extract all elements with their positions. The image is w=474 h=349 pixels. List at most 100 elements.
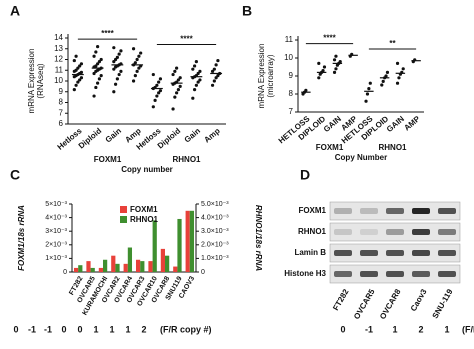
bar (165, 255, 170, 272)
data-point (78, 64, 82, 68)
data-point (157, 80, 161, 84)
data-point (338, 60, 342, 64)
blot-band (386, 271, 404, 277)
y-tick-label: 10 (54, 76, 63, 85)
data-point (210, 69, 215, 73)
y2-tick-label: 1.0×10⁻³ (201, 255, 229, 262)
data-point (334, 67, 338, 71)
copy-number: -1 (365, 324, 373, 334)
data-point (99, 57, 103, 62)
blot-strip (329, 222, 461, 242)
data-point (178, 76, 182, 80)
blot-row-label: FOXM1 (298, 206, 326, 215)
bar (127, 247, 133, 272)
blot-lane-label: FT282 (331, 287, 351, 312)
data-point (97, 60, 102, 64)
copy-number: 1 (392, 324, 397, 334)
data-point (214, 63, 218, 67)
data-point (112, 60, 116, 64)
y2-tick-label: 2.0×10⁻³ (201, 242, 229, 249)
blot-band (438, 229, 456, 235)
data-point (198, 69, 202, 73)
significance-label: **** (323, 34, 336, 43)
legend-label: RHNO1 (130, 215, 159, 224)
data-point (74, 83, 78, 87)
significance-label: **** (101, 29, 114, 38)
data-point (317, 76, 321, 80)
copy-number: 2 (418, 324, 423, 334)
panel-label: A (10, 3, 20, 19)
data-point (72, 88, 76, 92)
copy-number: 0 (13, 324, 18, 334)
x-tick-label: Gain (183, 126, 202, 144)
data-point (176, 78, 181, 82)
data-point (133, 61, 137, 65)
data-point (112, 46, 116, 50)
y-axis-label: (microarray) (266, 54, 275, 97)
x-tick-label: Gain (104, 126, 123, 144)
blot-band (412, 271, 430, 277)
x-tick-label: AMP (402, 114, 422, 133)
y-tick-label: 1×10⁻³ (45, 255, 67, 262)
data-point (317, 61, 321, 65)
copy-number: 2 (141, 324, 146, 334)
data-point (151, 105, 155, 109)
blot-band (334, 271, 352, 277)
data-point (137, 66, 141, 70)
blot-band (386, 250, 404, 256)
x-axis-label: Copy Number (335, 153, 387, 162)
panel-label: C (10, 167, 20, 183)
data-point (171, 107, 175, 111)
y2-tick-label: 5.0×10⁻³ (201, 201, 229, 208)
data-point (72, 58, 76, 63)
data-point (198, 78, 202, 82)
y-tick-label: 7 (289, 107, 294, 116)
data-point (96, 81, 100, 85)
y-axis-label: (RNAseq) (36, 63, 45, 98)
data-point (212, 67, 216, 71)
data-point (332, 70, 337, 74)
blot-band (334, 208, 352, 214)
data-point (115, 55, 119, 59)
bar (123, 263, 128, 272)
copy-number: 0 (61, 324, 66, 334)
data-point (173, 95, 177, 99)
blot-band (386, 229, 404, 235)
data-point (133, 74, 137, 78)
data-point (155, 83, 159, 87)
blot-band (412, 208, 430, 214)
data-point (135, 57, 139, 62)
copy-number: 0 (77, 324, 82, 334)
group-label: FOXM1 (94, 155, 122, 164)
blot-band (360, 208, 378, 214)
data-point (176, 88, 181, 92)
data-point (158, 77, 163, 81)
y2-axis-label: RHNO1/18s rRNA (254, 205, 263, 271)
data-point (367, 87, 371, 91)
bar (177, 218, 182, 272)
data-point (216, 58, 220, 63)
bar (135, 259, 141, 272)
y-axis-label: FOXM1/18s rRNA (17, 205, 26, 271)
significance-label: **** (180, 35, 193, 44)
data-point (194, 83, 198, 87)
data-point (117, 52, 121, 56)
data-point (119, 49, 123, 53)
y-tick-label: 11 (285, 35, 294, 44)
bar (78, 265, 83, 272)
data-point (92, 54, 96, 58)
x-tick-label: Amp (202, 126, 221, 144)
data-point (173, 69, 177, 73)
bar (148, 261, 153, 272)
bar (189, 210, 195, 272)
blot-row-label: RHNO1 (298, 227, 327, 236)
y-tick-label: 6 (59, 119, 64, 128)
blot-lane-label: OVCAR8 (378, 287, 403, 321)
copy-number: 1 (125, 324, 130, 334)
data-point (79, 70, 84, 74)
data-point (113, 82, 118, 86)
data-point (322, 65, 327, 69)
bar (160, 248, 165, 272)
data-point (76, 80, 80, 84)
data-point (321, 69, 325, 73)
